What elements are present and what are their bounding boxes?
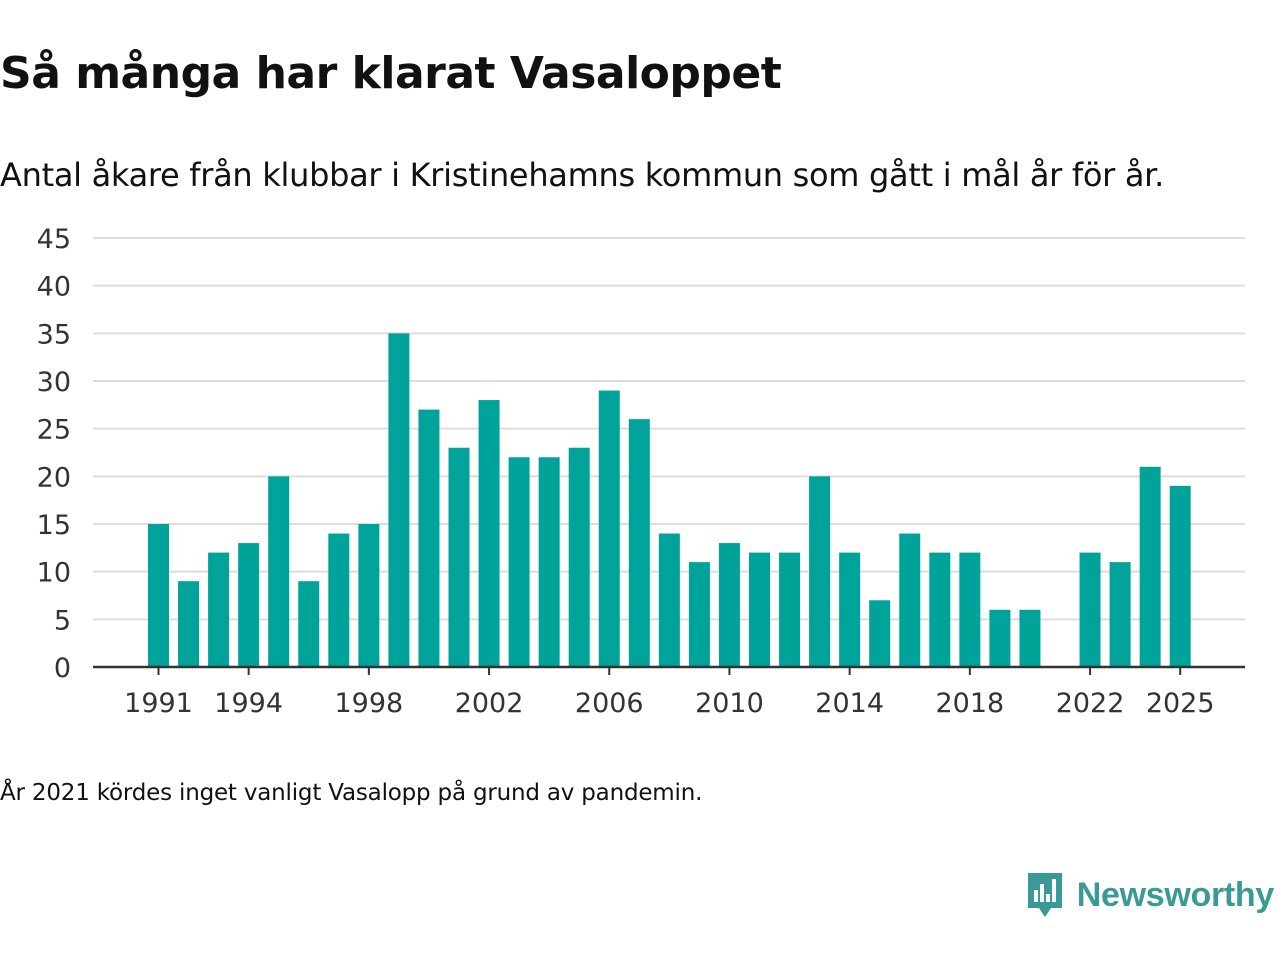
x-axis-ticks: 1991 1994 1998 2002 2006 2010 2014 2018 2022 2025 — [124, 667, 1215, 719]
bar-2007 — [628, 419, 650, 667]
bar-2005 — [568, 447, 590, 667]
bar-1995 — [268, 476, 290, 667]
y-tick-label: 0 — [54, 653, 71, 684]
bar-2003 — [508, 457, 530, 667]
bar-2011 — [749, 552, 770, 667]
bar-2014 — [839, 552, 861, 667]
bar-1991 — [148, 524, 169, 667]
bar-2012 — [779, 552, 801, 667]
bar-2000 — [418, 409, 440, 667]
y-tick-label: 40 — [37, 272, 71, 303]
x-tick-label: 2018 — [935, 688, 1004, 719]
chart-subtitle: Antal åkare från klubbar i Kristinehamns… — [0, 156, 1164, 194]
bar-2015 — [869, 600, 891, 667]
bar-2018 — [959, 552, 981, 667]
brand-logo: Newsworthy — [1025, 870, 1274, 920]
brand-name: Newsworthy — [1076, 875, 1275, 914]
footnote: År 2021 kördes inget vanligt Vasalopp på… — [0, 780, 703, 806]
y-tick-label: 30 — [37, 367, 71, 398]
y-tick-label: 10 — [37, 558, 71, 589]
x-tick-label: 2002 — [455, 688, 524, 719]
y-tick-label: 35 — [37, 319, 71, 350]
y-tick-label: 45 — [37, 224, 71, 255]
bar-2023 — [1109, 562, 1131, 667]
bar-1998 — [358, 524, 380, 667]
bar-1997 — [328, 533, 350, 667]
bar-2002 — [478, 400, 500, 667]
x-tick-label: 2022 — [1056, 688, 1125, 719]
y-tick-label: 5 — [54, 605, 71, 636]
bar-2004 — [538, 457, 560, 667]
bar-2019 — [989, 609, 1011, 667]
bar-2025 — [1169, 485, 1191, 667]
bar-2008 — [658, 533, 680, 667]
x-tick-label: 2025 — [1146, 688, 1215, 719]
bar-2009 — [688, 562, 710, 667]
bar-2022 — [1079, 552, 1101, 667]
chart-title: Så många har klarat Vasaloppet — [0, 48, 782, 99]
y-tick-label: 15 — [37, 510, 71, 541]
bar-1996 — [298, 581, 320, 667]
x-tick-label: 1998 — [334, 688, 403, 719]
x-tick-label: 1994 — [214, 688, 283, 719]
newsworthy-logo-icon — [1027, 873, 1062, 917]
bar-2017 — [929, 552, 951, 667]
bar-2013 — [809, 476, 831, 667]
bar-2024 — [1139, 466, 1161, 667]
bar-1994 — [238, 543, 260, 667]
bar-2016 — [899, 533, 921, 667]
x-tick-label: 2010 — [695, 688, 764, 719]
x-tick-label: 1991 — [124, 688, 193, 719]
x-tick-label: 2014 — [815, 688, 884, 719]
y-axis-ticks: 0 5 10 15 20 25 30 35 40 45 — [37, 224, 71, 684]
x-tick-label: 2006 — [575, 688, 644, 719]
bar-2020 — [1019, 609, 1041, 667]
bar-2010 — [718, 543, 740, 667]
bar-2001 — [448, 447, 470, 667]
bars — [148, 333, 1191, 667]
y-tick-label: 25 — [37, 415, 71, 446]
bar-2006 — [598, 390, 620, 667]
y-tick-label: 20 — [37, 462, 71, 493]
bar-1992 — [178, 581, 200, 667]
bar-1993 — [208, 552, 230, 667]
bar-1999 — [388, 333, 410, 667]
